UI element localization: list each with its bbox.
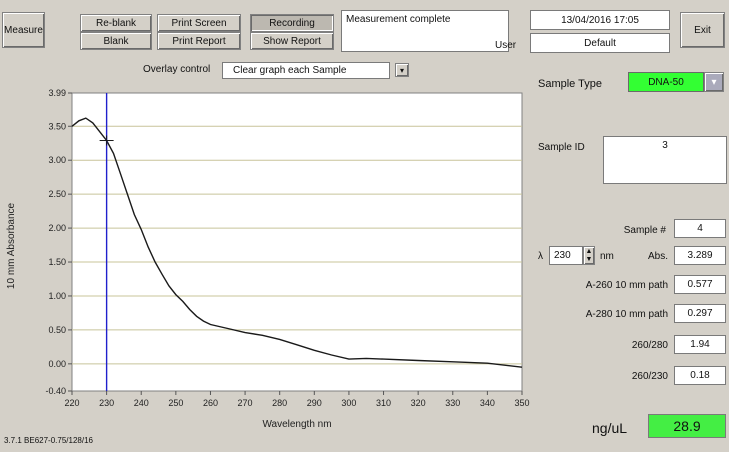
sample-id-field[interactable]: 3 bbox=[603, 136, 727, 184]
x-tick-label: 220 bbox=[64, 398, 79, 408]
recording-button[interactable]: Recording bbox=[250, 14, 334, 32]
user-label: User bbox=[495, 40, 517, 51]
blank-button[interactable]: Blank bbox=[80, 32, 152, 50]
abs-label: Abs. bbox=[647, 251, 668, 262]
show-report-button[interactable]: Show Report bbox=[250, 32, 334, 50]
cursor-marker bbox=[99, 135, 114, 146]
overlay-control-label: Overlay control bbox=[143, 64, 211, 75]
sample-type-select[interactable]: DNA-50 bbox=[628, 72, 704, 92]
status-field: Measurement complete bbox=[341, 10, 509, 52]
ratio-260-230-label: 260/230 bbox=[631, 371, 668, 382]
toolbar: Measure Re-blank Blank Print Screen Prin… bbox=[0, 0, 729, 61]
plot-background bbox=[71, 92, 523, 392]
a260-value: 0.577 bbox=[674, 275, 726, 294]
print-report-button[interactable]: Print Report bbox=[157, 32, 241, 50]
grid bbox=[72, 125, 522, 365]
sample-number-field[interactable]: 4 bbox=[674, 219, 726, 238]
y-tick-label: 3.50 bbox=[48, 121, 66, 131]
y-tick-label: 3.99 bbox=[48, 88, 66, 98]
absorbance-curve bbox=[71, 117, 523, 368]
x-tick-label: 240 bbox=[134, 398, 149, 408]
x-axis-label: Wavelength nm bbox=[262, 419, 331, 430]
a280-value: 0.297 bbox=[674, 304, 726, 323]
y-tick-label: 2.00 bbox=[48, 223, 66, 233]
concentration-value: 28.9 bbox=[648, 414, 726, 438]
a260-label: A-260 10 mm path bbox=[585, 280, 668, 291]
exit-button[interactable]: Exit bbox=[680, 12, 725, 48]
y-axis: 3.99 3.50 3.00 2.50 2.00 1.50 1.00 0.50 0.00 -0.4… bbox=[45, 88, 72, 396]
y-tick-label: 3.00 bbox=[48, 155, 66, 165]
main-panel: Overlay control Clear graph each Sample … bbox=[0, 60, 729, 452]
x-tick-label: 230 bbox=[99, 398, 114, 408]
datetime-field: 13/04/2016 17:05 bbox=[530, 10, 670, 30]
x-tick-label: 250 bbox=[168, 398, 183, 408]
a280-label: A-280 10 mm path bbox=[585, 309, 668, 320]
x-tick-label: 260 bbox=[203, 398, 218, 408]
ratio-260-280-value: 1.94 bbox=[674, 335, 726, 354]
x-tick-label: 290 bbox=[307, 398, 322, 408]
overlay-select-value: Clear graph each Sample bbox=[233, 65, 347, 76]
reblank-button[interactable]: Re-blank bbox=[80, 14, 152, 32]
sample-type-label: Sample Type bbox=[538, 78, 603, 90]
concentration-label: ng/uL bbox=[592, 420, 628, 436]
y-tick-label: 1.50 bbox=[48, 257, 66, 267]
chevron-down-icon[interactable]: ▾ bbox=[395, 63, 409, 77]
x-tick-label: 350 bbox=[514, 398, 529, 408]
x-tick-label: 280 bbox=[272, 398, 287, 408]
sample-id-label: Sample ID bbox=[538, 142, 585, 153]
ratio-260-230-value: 0.18 bbox=[674, 366, 726, 385]
version-text: 3.7.1 BE627-0.75/128/16 bbox=[4, 436, 93, 445]
lambda-symbol: λ bbox=[538, 251, 543, 262]
x-tick-label: 330 bbox=[445, 398, 460, 408]
ratio-260-280-label: 260/280 bbox=[631, 340, 668, 351]
user-field[interactable]: Default bbox=[530, 33, 670, 53]
sample-type-value: DNA-50 bbox=[648, 76, 684, 88]
absorbance-chart[interactable]: 3.99 3.50 3.00 2.50 2.00 1.50 1.00 0.50 0.00 -0.4… bbox=[0, 60, 540, 440]
y-axis-label: 10 mm Absorbance bbox=[6, 202, 17, 289]
x-tick-label: 270 bbox=[238, 398, 253, 408]
sample-type-dropdown-icon[interactable]: ▾ bbox=[704, 72, 724, 92]
wavelength-stepper[interactable]: ▲ ▼ bbox=[583, 246, 595, 265]
x-tick-label: 340 bbox=[480, 398, 495, 408]
y-tick-label: 0.00 bbox=[48, 359, 66, 369]
overlay-select[interactable]: Clear graph each Sample bbox=[222, 62, 390, 79]
abs-value: 3.289 bbox=[674, 246, 726, 265]
y-tick-label: 1.00 bbox=[48, 291, 66, 301]
x-tick-label: 300 bbox=[341, 398, 356, 408]
print-screen-button[interactable]: Print Screen bbox=[157, 14, 241, 32]
y-tick-label: 2.50 bbox=[48, 189, 66, 199]
sample-number-label: Sample # bbox=[623, 225, 666, 236]
measure-button[interactable]: Measure bbox=[2, 12, 45, 48]
x-tick-label: 310 bbox=[376, 398, 391, 408]
x-axis: 220 230 240 250 260 270 280 290 300 310 320 330 340 3… bbox=[64, 391, 530, 408]
wavelength-input[interactable]: 230 bbox=[549, 246, 583, 265]
x-tick-label: 320 bbox=[411, 398, 426, 408]
nm-label: nm bbox=[600, 251, 614, 262]
y-tick-label: -0.40 bbox=[45, 386, 66, 396]
y-tick-label: 0.50 bbox=[48, 325, 66, 335]
